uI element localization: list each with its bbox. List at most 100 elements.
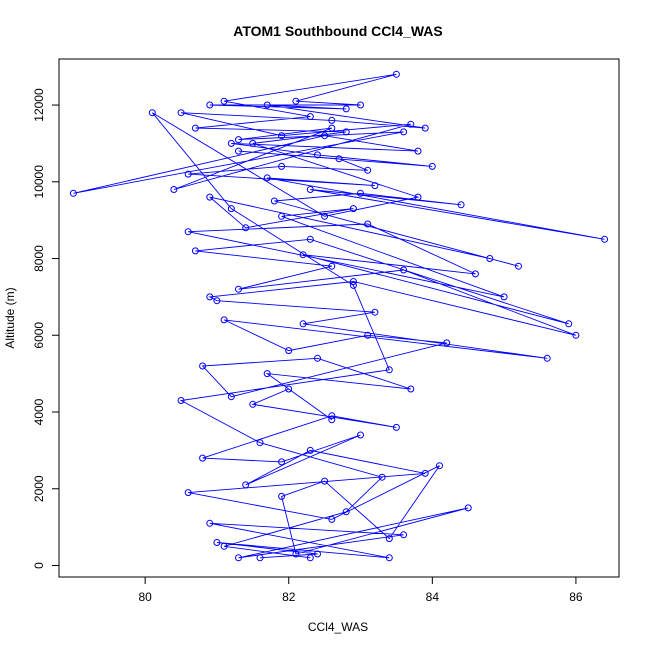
data-point	[184, 228, 192, 236]
data-point	[500, 293, 508, 301]
x-axis-label: CCl4_WAS	[308, 620, 368, 634]
data-point	[328, 124, 336, 132]
data-point	[371, 308, 379, 316]
data-point	[572, 331, 580, 339]
data-point	[206, 193, 214, 201]
data-point	[321, 212, 329, 220]
data-point	[177, 397, 185, 404]
data-point	[321, 132, 329, 140]
data-point	[242, 481, 250, 489]
data-point	[263, 370, 271, 378]
data-point	[349, 281, 357, 289]
data-point	[321, 477, 329, 485]
data-point	[421, 124, 429, 132]
data-point	[515, 262, 522, 270]
series-line	[73, 73, 605, 559]
data-point	[278, 458, 286, 466]
data-point	[220, 97, 228, 105]
data-point	[184, 489, 192, 497]
data-point	[177, 109, 185, 117]
x-tick-label: 82	[282, 590, 296, 604]
data-point	[407, 120, 415, 128]
y-tick-label: 4000	[32, 398, 46, 425]
data-point	[206, 101, 214, 109]
data-point	[191, 247, 199, 255]
data-point	[400, 266, 408, 274]
data-point	[364, 166, 372, 174]
data-point	[306, 554, 314, 562]
data-point	[191, 124, 199, 132]
series-points	[69, 70, 609, 562]
y-axis: 0 2000 4000 6000 8000 10000 12000	[32, 88, 60, 569]
x-tick-label: 84	[426, 590, 440, 604]
data-point	[263, 101, 271, 109]
data-point	[256, 554, 264, 562]
data-point	[270, 197, 278, 205]
data-point	[342, 128, 350, 136]
data-point	[235, 147, 242, 155]
data-point	[227, 393, 235, 401]
data-point	[235, 285, 242, 293]
data-point	[278, 492, 286, 500]
y-tick-label: 8000	[32, 245, 46, 272]
data-point	[285, 347, 293, 355]
x-axis: 80 82 84 86	[138, 576, 583, 604]
series-lines	[73, 73, 605, 559]
data-point	[349, 278, 357, 285]
data-point	[306, 186, 314, 193]
data-point	[328, 116, 336, 124]
data-point	[342, 508, 350, 516]
data-point	[242, 224, 250, 232]
data-point	[436, 462, 443, 470]
data-point	[285, 385, 293, 393]
data-point	[299, 320, 307, 328]
data-point	[292, 97, 300, 105]
y-tick-label: 6000	[32, 322, 46, 349]
data-point	[357, 101, 364, 109]
data-point	[443, 339, 451, 347]
data-point	[414, 147, 422, 155]
x-tick-label: 80	[138, 590, 152, 604]
data-point	[199, 362, 207, 370]
y-tick-label: 0	[32, 562, 46, 569]
data-point	[471, 270, 479, 278]
data-point	[414, 193, 422, 201]
data-point	[227, 205, 235, 213]
data-point	[306, 446, 314, 454]
data-point	[328, 412, 336, 420]
data-point	[249, 400, 257, 408]
data-point	[69, 189, 77, 197]
data-point	[407, 385, 415, 393]
data-point	[464, 504, 472, 512]
data-point	[263, 174, 271, 182]
y-axis-label: Altitude (m)	[3, 287, 17, 348]
y-tick-label: 2000	[32, 475, 46, 502]
data-point	[199, 454, 207, 462]
data-point	[421, 469, 429, 477]
data-point	[256, 439, 264, 447]
data-point	[328, 416, 336, 424]
x-tick-label: 86	[569, 590, 583, 604]
data-point	[213, 297, 221, 305]
data-point	[371, 182, 379, 190]
data-point	[314, 550, 321, 558]
data-point	[457, 201, 465, 209]
data-point	[235, 136, 242, 144]
data-point	[184, 170, 192, 178]
data-point	[400, 531, 408, 539]
chart-title: ATOM1 Southbound CCl4_WAS	[233, 23, 442, 39]
data-point	[364, 220, 372, 228]
data-point	[278, 212, 286, 220]
data-point	[148, 109, 156, 117]
data-point	[227, 139, 235, 147]
data-point	[292, 550, 300, 558]
data-point	[306, 113, 314, 121]
data-point	[306, 235, 314, 243]
data-point	[342, 105, 350, 113]
y-tick-label: 12000	[32, 88, 46, 122]
data-point	[213, 539, 221, 546]
data-point	[220, 316, 228, 324]
data-point	[486, 255, 494, 262]
data-point	[206, 293, 214, 301]
data-point	[428, 162, 436, 170]
